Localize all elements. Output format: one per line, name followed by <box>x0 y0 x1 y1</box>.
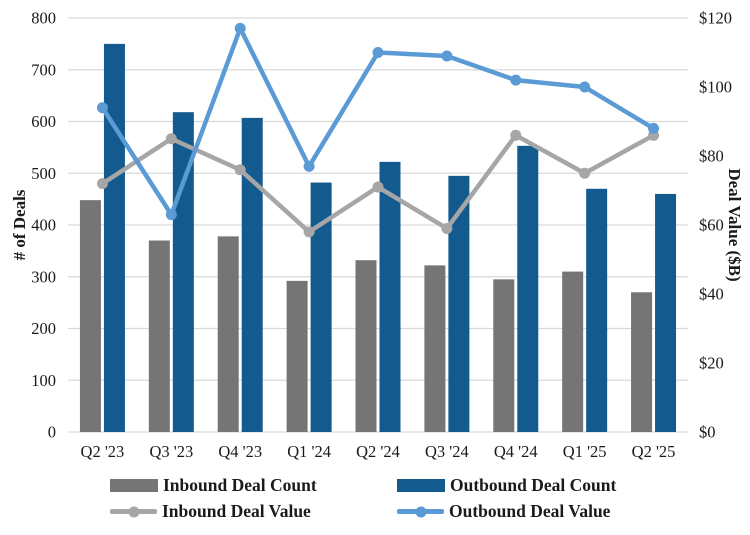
bar-inbound-deal-count <box>493 279 515 432</box>
y-axis-right-tick-label: $40 <box>699 285 724 304</box>
x-axis-category-label: Q3 '23 <box>149 442 193 461</box>
x-axis-category-label: Q2 '23 <box>81 442 125 461</box>
bar-inbound-deal-count <box>148 240 170 432</box>
legend-item-inbound-deal-count: Inbound Deal Count <box>110 475 397 495</box>
y-axis-left-tick-label: 400 <box>31 216 56 235</box>
legend-label: Outbound Deal Count <box>450 475 617 495</box>
bar-outbound-deal-count <box>241 117 263 432</box>
y-axis-left-tick-label: 300 <box>31 267 56 286</box>
bar-outbound-deal-count <box>379 161 401 433</box>
y-axis-right-tick-label: $60 <box>699 216 724 235</box>
y-axis-left-tick-label: 200 <box>31 319 56 338</box>
inbound-deal-value-marker-icon <box>128 506 139 518</box>
y-axis-left-tick-label: 100 <box>31 371 56 390</box>
outbound-deal-value-marker-icon <box>415 506 426 518</box>
marker-inbound-deal-value <box>234 164 246 176</box>
y-axis-left-tick-label: 700 <box>31 60 56 79</box>
bar-outbound-deal-count <box>586 188 608 432</box>
x-axis-category-label: Q2 '25 <box>632 442 676 461</box>
outbound-deal-count-swatch <box>397 479 445 493</box>
marker-outbound-deal-value <box>165 209 177 221</box>
x-axis-category-label: Q4 '23 <box>218 442 262 461</box>
bar-inbound-deal-count <box>79 200 101 432</box>
y-axis-left-title: # of Deals <box>10 189 29 261</box>
legend-item-outbound-deal-value: Outbound Deal Value <box>397 501 616 522</box>
bar-inbound-deal-count <box>562 271 584 432</box>
x-axis-category-label: Q1 '24 <box>287 442 331 461</box>
x-axis-category-label: Q4 '24 <box>494 442 538 461</box>
y-axis-left-tick-label: 500 <box>31 164 56 183</box>
marker-outbound-deal-value <box>234 22 246 34</box>
marker-inbound-deal-value <box>372 181 384 193</box>
inbound-deal-count-swatch <box>110 479 158 493</box>
y-axis-left-tick-label: 800 <box>31 9 56 28</box>
bar-outbound-deal-count <box>103 43 125 432</box>
y-axis-right-tick-label: $120 <box>699 9 732 28</box>
marker-inbound-deal-value <box>303 226 315 238</box>
marker-outbound-deal-value <box>372 47 384 58</box>
legend: Inbound Deal Count Outbound Deal Count I… <box>110 475 617 522</box>
outbound-deal-value-swatch <box>397 506 444 518</box>
marker-outbound-deal-value <box>96 102 108 114</box>
marker-inbound-deal-value <box>579 167 591 179</box>
bar-outbound-deal-count <box>448 175 470 432</box>
marker-outbound-deal-value <box>579 81 591 93</box>
y-axis-right-tick-label: $20 <box>699 354 724 373</box>
legend-label: Inbound Deal Value <box>162 501 311 522</box>
marker-inbound-deal-value <box>510 129 522 141</box>
x-axis-category-label: Q1 '25 <box>563 442 607 461</box>
x-axis-category-label: Q2 '24 <box>356 442 400 461</box>
legend-item-outbound-deal-count: Outbound Deal Count <box>397 475 617 495</box>
legend-label: Inbound Deal Count <box>163 475 317 495</box>
x-axis-category-label: Q3 '24 <box>425 442 469 461</box>
y-axis-right-tick-label: $0 <box>699 423 716 442</box>
bar-inbound-deal-count <box>631 292 653 432</box>
y-axis-left-tick-label: 0 <box>48 423 56 442</box>
y-axis-right-tick-label: $100 <box>699 78 732 97</box>
marker-outbound-deal-value <box>648 122 660 134</box>
marker-inbound-deal-value <box>96 178 108 190</box>
marker-outbound-deal-value <box>441 50 453 62</box>
bar-outbound-deal-count <box>517 145 539 432</box>
marker-outbound-deal-value <box>303 160 315 172</box>
y-axis-right-title: Deal Value ($B) <box>725 168 744 282</box>
y-axis-left-tick-label: 600 <box>31 112 56 131</box>
y-axis-right-tick-label: $80 <box>699 147 724 166</box>
inbound-deal-value-swatch <box>110 506 157 518</box>
bar-outbound-deal-count <box>310 182 332 432</box>
bar-inbound-deal-count <box>217 236 239 432</box>
marker-inbound-deal-value <box>165 133 177 145</box>
bar-inbound-deal-count <box>286 280 308 432</box>
bar-inbound-deal-count <box>355 260 377 432</box>
marker-outbound-deal-value <box>510 74 522 86</box>
marker-inbound-deal-value <box>441 222 453 234</box>
bar-outbound-deal-count <box>655 193 677 432</box>
legend-item-inbound-deal-value: Inbound Deal Value <box>110 501 397 522</box>
legend-label: Outbound Deal Value <box>449 501 611 522</box>
bar-inbound-deal-count <box>424 265 446 432</box>
